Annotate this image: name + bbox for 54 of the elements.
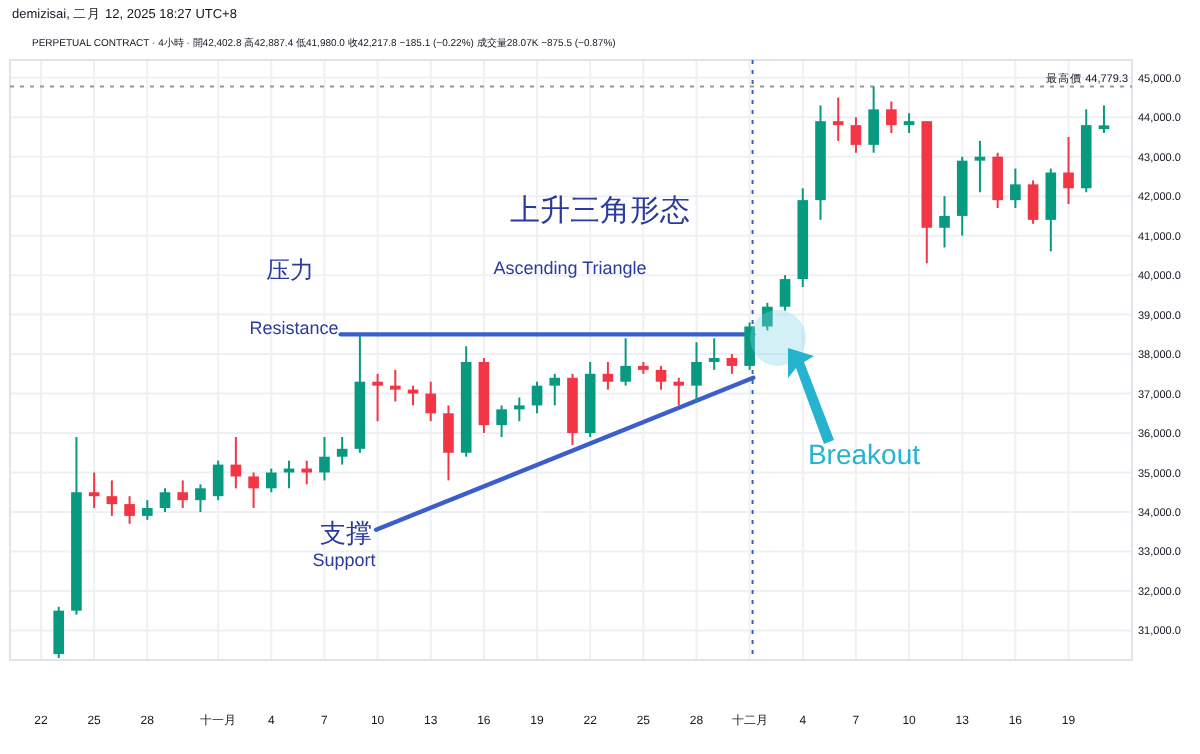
candlestick [1098,104,1110,135]
candlestick [939,195,950,249]
candlestick [549,372,561,407]
annotation: 支撑 [320,518,372,548]
text: Ascending Triangle [493,258,647,278]
text: 上升三角形态 [510,194,690,228]
candlestick [265,467,277,494]
candlestick [407,384,419,407]
candlestick [655,364,667,391]
candlestick [744,321,755,371]
candlestick [850,116,862,154]
candlestick [319,435,330,482]
candlestick [106,479,118,517]
candlestick [425,380,437,423]
candlestick [141,499,153,521]
candlestick [159,487,171,513]
candlestick [832,96,844,142]
candlestick [974,139,986,194]
annotation: Breakout [807,438,921,470]
candlestick [195,483,206,513]
candlestick [1010,167,1021,210]
candlestick [602,360,614,391]
candlestick [691,341,702,403]
candlestick [248,471,259,510]
candlestick [1027,179,1039,225]
candlestick [177,479,189,510]
candlestick [620,337,631,387]
candlestick [1045,167,1057,253]
candlestick [992,151,1003,210]
candlestick [762,301,773,332]
annotation: Support [312,550,377,570]
candlestick [673,376,685,407]
candlestick [496,404,507,438]
candlestick [301,459,313,486]
candlestick [726,353,738,375]
candlestick [708,337,720,371]
candlestick [336,435,348,466]
candlestick [283,459,295,490]
candlestick [514,396,525,423]
annotation: Resistance [249,318,339,338]
candlestick [443,404,454,482]
candlestick [779,274,791,312]
candlestick [88,471,100,510]
candlestick [124,495,135,525]
candlestick [212,459,224,502]
candlestick [531,380,543,415]
annotation: 压力 [266,256,314,284]
candlestick [903,112,915,135]
candlestick [53,605,65,660]
candlestick [868,85,879,154]
candlestick [372,372,383,423]
candlestick [886,100,897,135]
candlestick [390,368,401,403]
candlestick [1063,135,1074,206]
